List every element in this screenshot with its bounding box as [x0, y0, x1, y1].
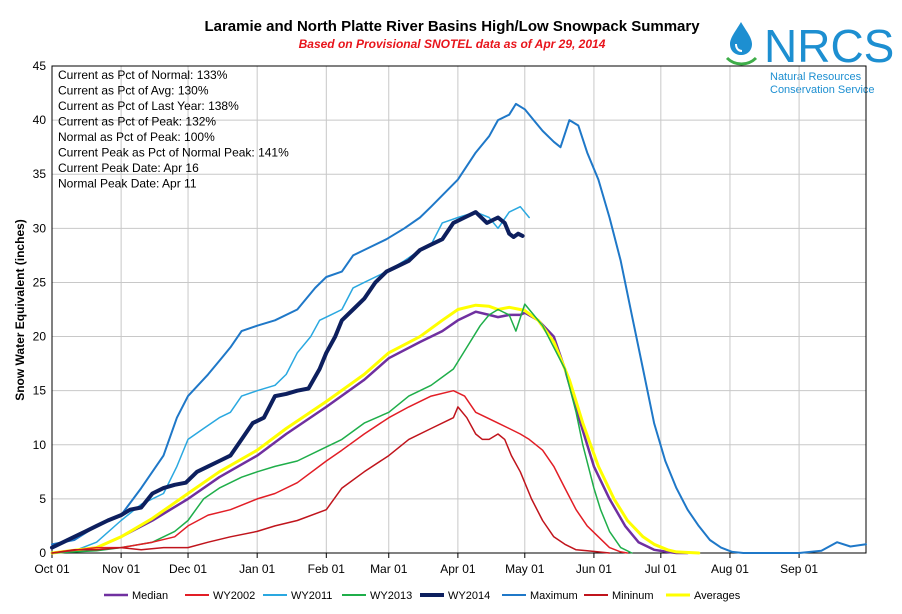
y-tick-label: 25 [33, 275, 47, 289]
legend: Median WY2002 WY2011 WY2013 WY2014 Maximum Min… [104, 590, 741, 602]
y-tick-label: 30 [33, 221, 47, 235]
series-line-wy2014 [50, 210, 525, 550]
y-axis-label: Snow Water Equivalent (inches) [13, 219, 27, 401]
x-tick-label: May 01 [505, 562, 545, 576]
x-tick-label: Sep 01 [780, 562, 818, 576]
y-tick-label: 0 [39, 546, 46, 560]
logo-text: NRCS [764, 20, 894, 72]
logo-line-2: Conservation Service [770, 84, 875, 96]
legend-label: Mininum [612, 590, 654, 602]
stat-line: Normal Peak Date: Apr 11 [58, 177, 197, 191]
y-tick-label: 35 [33, 167, 47, 181]
stat-line: Current as Pct of Last Year: 138% [58, 99, 239, 113]
x-axis: Oct 01 Nov 01 Dec 01 Jan 01 Feb 01 Mar 01 Apr … [34, 553, 818, 576]
x-tick-label: Oct 01 [34, 562, 70, 576]
x-tick-label: Nov 01 [102, 562, 140, 576]
series-line-mininum [51, 406, 611, 554]
stat-line: Current as Pct of Peak: 132% [58, 115, 216, 129]
water-drop-highlight-icon [735, 43, 743, 52]
legend-label: WY2011 [291, 590, 332, 602]
stat-line: Current Peak as Pct of Normal Peak: 141% [58, 146, 289, 160]
stat-line: Current as Pct of Avg: 130% [58, 84, 209, 98]
stats-box: Current as Pct of Normal: 133% Current as… [58, 68, 289, 191]
x-tick-label: Jul 01 [645, 562, 677, 576]
series-line-median [50, 310, 689, 555]
y-tick-label: 40 [33, 113, 47, 127]
stat-line: Normal as Pct of Peak: 100% [58, 130, 215, 144]
legend-label: Averages [694, 590, 741, 602]
series [50, 102, 867, 555]
nrcs-logo: NRCS Natural Resources Conservation Serv… [725, 20, 894, 96]
stat-line: Current Peak Date: Apr 16 [58, 161, 199, 175]
y-axis: 0 5 10 15 20 25 30 35 40 45 [33, 59, 47, 560]
series-line-averages [50, 303, 701, 555]
legend-label: Maximum [530, 590, 578, 602]
y-tick-label: 10 [33, 438, 47, 452]
plot-area [51, 65, 867, 554]
stat-line: Current as Pct of Normal: 133% [58, 68, 228, 82]
y-tick-label: 5 [39, 492, 46, 506]
series-line-wy2013 [51, 303, 633, 554]
x-tick-label: Mar 01 [370, 562, 408, 576]
series-line-wy2002 [51, 389, 629, 554]
x-tick-label: Dec 01 [169, 562, 207, 576]
x-tick-label: Jun 01 [576, 562, 612, 576]
y-tick-label: 15 [33, 384, 47, 398]
legend-label: WY2013 [370, 590, 412, 602]
x-tick-label: Feb 01 [308, 562, 346, 576]
y-tick-label: 45 [33, 59, 47, 73]
chart-title: Laramie and North Platte River Basins Hi… [204, 18, 700, 35]
series-line-maximum [51, 102, 867, 554]
legend-label: Median [132, 590, 168, 602]
x-tick-label: Jan 01 [239, 562, 275, 576]
y-tick-label: 20 [33, 330, 47, 344]
legend-label: WY2014 [448, 590, 490, 602]
chart-subtitle: Based on Provisional SNOTEL data as of A… [299, 37, 606, 51]
x-tick-label: Aug 01 [711, 562, 749, 576]
legend-label: WY2002 [213, 590, 255, 602]
water-drop-arc-icon [725, 56, 758, 66]
logo-line-1: Natural Resources [770, 71, 862, 83]
x-tick-label: Apr 01 [440, 562, 476, 576]
